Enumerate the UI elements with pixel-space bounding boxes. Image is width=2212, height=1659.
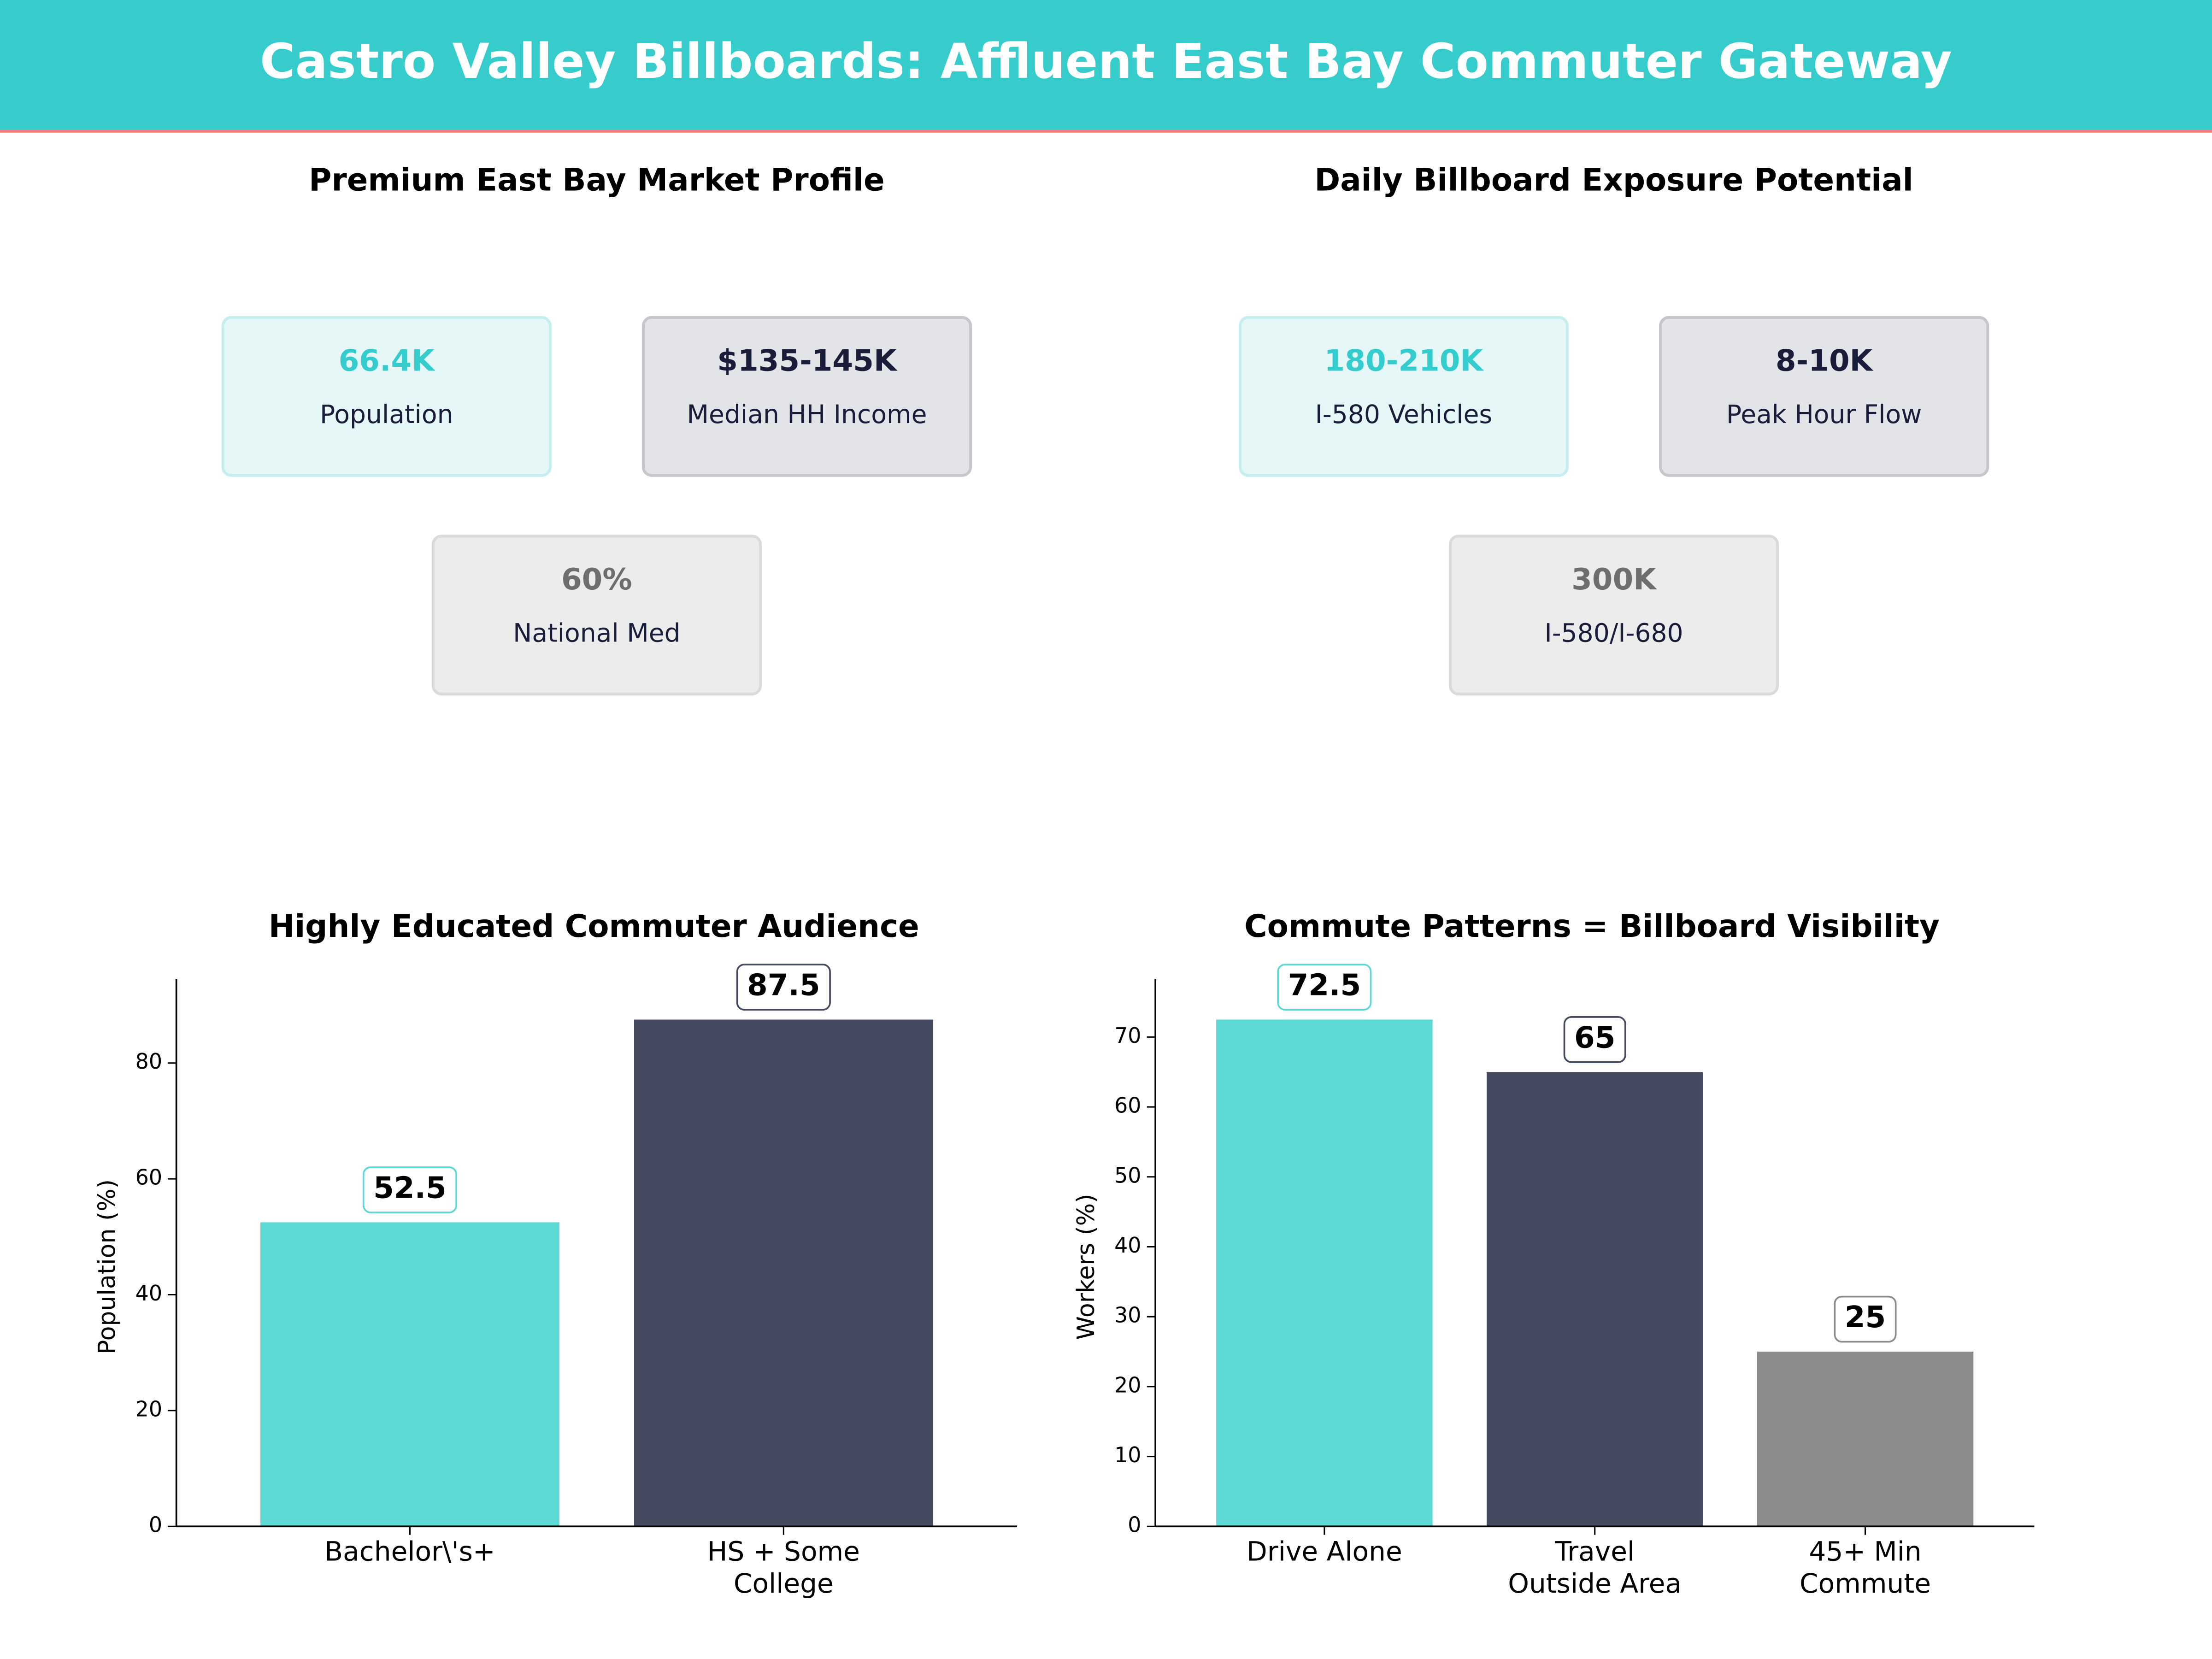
panel-title: Daily Billboard Exposure Potential	[1314, 161, 1913, 198]
y-tick-label: 30	[1114, 1303, 1141, 1328]
y-tick-label: 40	[135, 1281, 162, 1306]
y-tick-label: 50	[1114, 1163, 1141, 1188]
value-label: 25	[1845, 1300, 1886, 1335]
kpi-card	[221, 316, 552, 477]
chart-title: Commute Patterns = Billboard Visibility	[1244, 908, 1940, 944]
y-tick-label: 60	[1114, 1093, 1141, 1118]
value-label-box	[736, 964, 831, 1011]
kpi-value: 60%	[561, 562, 632, 597]
value-label: 52.5	[373, 1171, 447, 1206]
kpi-label: National Med	[513, 618, 681, 648]
header-rule	[0, 129, 2212, 133]
chart-title: Highly Educated Commuter Audience	[269, 908, 919, 944]
y-tick-label: 80	[135, 1049, 162, 1074]
y-axis-label: Population (%)	[94, 1179, 121, 1354]
kpi-card	[1448, 535, 1779, 696]
kpi-card	[431, 535, 762, 696]
header-bar	[0, 0, 2212, 130]
y-tick-label: 70	[1114, 1023, 1141, 1048]
bar	[634, 1019, 933, 1527]
kpi-value: 66.4K	[339, 343, 436, 378]
y-tick-label: 20	[135, 1396, 162, 1421]
y-tick-label: 60	[135, 1165, 162, 1190]
y-tick-label: 0	[149, 1512, 162, 1537]
value-label: 72.5	[1288, 968, 1361, 1003]
bar	[1216, 1019, 1433, 1527]
x-tick-label: 45+ Min Commute	[1800, 1536, 1931, 1600]
y-tick-label: 10	[1114, 1442, 1141, 1467]
kpi-label: I-580 Vehicles	[1315, 400, 1493, 429]
kpi-card	[1659, 316, 1989, 477]
x-tick-label: HS + Some College	[707, 1536, 860, 1600]
value-label-box	[1834, 1295, 1897, 1343]
x-tick-label: Travel Outside Area	[1508, 1536, 1682, 1600]
page-title: Castro Valley Billboards: Affluent East …	[260, 33, 1952, 89]
bar	[260, 1222, 559, 1527]
value-label-box	[362, 1166, 458, 1213]
kpi-value: $135-145K	[717, 343, 898, 378]
kpi-card	[1238, 316, 1569, 477]
kpi-label: Population	[320, 400, 453, 429]
kpi-card	[641, 316, 972, 477]
bar	[1486, 1072, 1703, 1527]
bar	[1757, 1352, 1974, 1527]
value-label-box	[1277, 964, 1372, 1011]
value-label: 87.5	[747, 968, 820, 1003]
x-tick-label: Drive Alone	[1247, 1536, 1402, 1567]
kpi-label: I-580/I-680	[1544, 618, 1683, 648]
y-tick-label: 0	[1128, 1512, 1141, 1537]
panel-title: Premium East Bay Market Profile	[309, 161, 884, 198]
kpi-value: 180-210K	[1324, 343, 1484, 378]
kpi-label: Median HH Income	[687, 400, 927, 429]
x-tick-label: Bachelor\'s+	[324, 1536, 495, 1567]
y-tick-label: 40	[1114, 1233, 1141, 1258]
kpi-value: 300K	[1571, 562, 1657, 597]
value-label-box	[1563, 1016, 1626, 1063]
y-axis-label: Workers (%)	[1072, 1194, 1100, 1340]
y-tick-label: 20	[1114, 1372, 1141, 1397]
value-label: 65	[1574, 1020, 1615, 1055]
kpi-value: 8-10K	[1776, 343, 1874, 378]
kpi-label: Peak Hour Flow	[1726, 400, 1922, 429]
